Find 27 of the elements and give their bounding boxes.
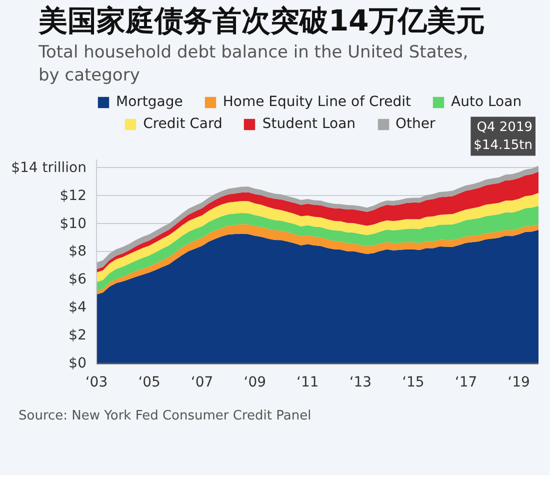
legend-label: Other [396,116,436,132]
x-tick-label: ‘07 [190,374,214,390]
chart-subtitle: Total household debt balance in the United States, by category [38,42,468,86]
y-tick-label: $8 [68,244,87,260]
x-tick-label: ‘09 [244,374,266,390]
y-tick-label: $0 [68,356,87,372]
y-tick-label: $4 [68,300,87,316]
annotation: Q4 2019 $14.15tn [474,120,533,153]
legend-label: Auto Loan [451,94,522,110]
x-tick-label: ‘03 [85,374,108,390]
y-tick-label: $14 trillion [11,160,87,176]
legend-label: Mortgage [116,94,183,110]
x-tick-label: ‘05 [138,374,160,390]
y-tick-label: $2 [68,328,87,344]
chart-title: 美国家庭债务首次突破14万亿美元 [38,4,485,38]
legend-label: Student Loan [262,116,356,132]
legend-label: Credit Card [143,116,222,132]
x-tick-label: ‘19 [508,374,530,390]
x-tick-label: ‘15 [402,374,424,390]
x-tick-label: ‘11 [296,374,319,390]
source-note: Source: New York Fed Consumer Credit Panel [18,408,312,424]
x-tick-label: ‘13 [349,374,372,390]
x-tick-label: ‘17 [454,374,478,390]
y-tick-label: $6 [68,272,87,288]
legend-label: Home Equity Line of Credit [222,94,412,110]
y-tick-label: $10 [60,216,87,232]
y-tick-label: $12 [60,188,87,204]
